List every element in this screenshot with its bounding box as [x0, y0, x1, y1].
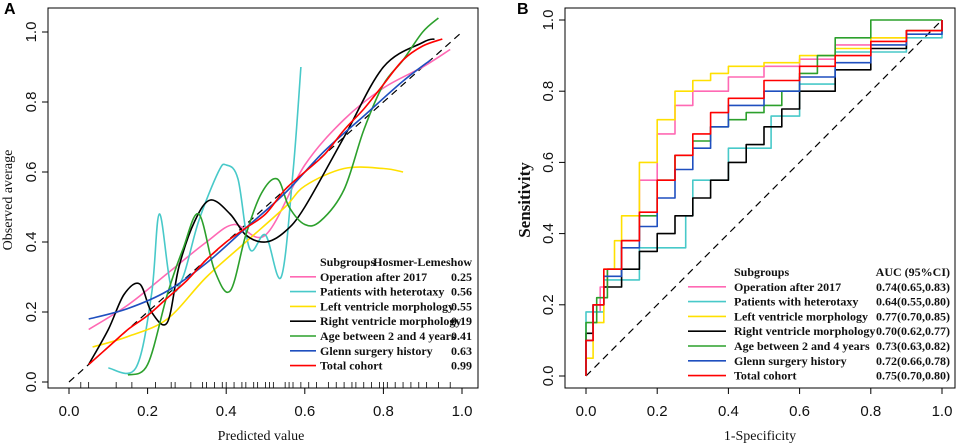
panel-b-frame	[564, 7, 956, 389]
legend-entry-label: Left ventricle morphology	[320, 299, 454, 313]
legend-entry-stat: 0.25	[451, 270, 472, 284]
x-tick-label: 0.8	[373, 403, 394, 420]
legend-entry-label: Patients with heterotaxy	[734, 295, 858, 309]
legend-entry-stat: 0.72(0.66,0.78)	[876, 354, 950, 368]
series-line-operation-after-2017	[585, 20, 943, 376]
legend-header-left: Subgroups	[320, 255, 375, 269]
y-tick-label: 0.2	[23, 302, 40, 323]
legend-entry-stat: 0.74(0.65,0.83)	[876, 280, 950, 294]
legend-entry-label: Left ventricle morphology	[734, 309, 868, 323]
legend-entry-label: Age between 2 and 4 years	[734, 339, 870, 353]
x-tick-label: 0.8	[860, 403, 881, 420]
legend-entry-stat: 0.77(0.70,0.85)	[876, 309, 950, 323]
legend-entry-label: Operation after 2017	[320, 270, 427, 284]
legend-entry-stat: 0.64(0.55,0.80)	[876, 295, 950, 309]
legend-entry-label: Right ventricle morphology	[734, 324, 875, 338]
legend-entry-label: Age between 2 and 4 years	[320, 329, 456, 343]
legend-entry-stat: 0.63	[451, 344, 472, 358]
x-tick-label: 1.0	[932, 403, 953, 420]
y-tick-label: 0.0	[540, 366, 557, 387]
panel-b-plot-area	[585, 19, 943, 377]
panel-a-y-axis-label: Observed average	[1, 150, 16, 251]
x-tick-label: 0.0	[576, 403, 597, 420]
legend-entry-label: Glenn surgery history	[734, 354, 847, 368]
series-line-glenn-surgery-history	[88, 59, 432, 320]
panel-a: A 0.0 0.2 0.4 0.6 0.8 1.0 0.0 0.2 0.4 0.6 0.8 1.0 S…	[1, 1, 479, 444]
panel-a-x-axis-label: Predicted value	[218, 429, 305, 444]
legend-entry-stat: 0.75(0.70,0.80)	[876, 369, 950, 383]
panel-a-letter: A	[4, 1, 16, 18]
panel-b-axes: 0.0 0.2 0.4 0.6 0.8 1.0 0.0 0.2 0.4 0.6 0.8 1.0	[540, 10, 952, 420]
y-tick-label: 0.4	[23, 232, 40, 253]
y-tick-label: 0.8	[540, 81, 557, 102]
series-line-patients-with-heterotaxy	[108, 66, 302, 375]
series-line-glenn-surgery-history	[585, 20, 943, 376]
legend-entry-label: Glenn surgery history	[320, 344, 433, 358]
x-tick-label: 0.0	[59, 403, 80, 420]
panel-a-plot-area	[68, 17, 463, 388]
legend-entry-stat: 0.73(0.63,0.82)	[876, 339, 950, 353]
y-tick-label: 0.6	[540, 152, 557, 173]
legend-header-right: Hosmer-Lemeshow	[373, 255, 472, 269]
reference-diagonal-line	[68, 31, 463, 383]
legend-entry-stat: 0.19	[451, 314, 472, 328]
legend-header-right: AUC (95%CI)	[876, 265, 950, 279]
y-tick-label: 0.2	[540, 294, 557, 315]
legend-entry-stat: 0.41	[451, 329, 472, 343]
legend-entry-label: Operation after 2017	[734, 280, 841, 294]
panel-b-legend: Subgroups AUC (95%CI) Operation after 2017…	[688, 265, 950, 383]
panel-b: B 0.0 0.2 0.4 0.6 0.8 1.0 0.0 0.2 0.4 0.6 0.8 1.0 S…	[515, 1, 956, 444]
y-tick-label: 0.4	[540, 223, 557, 244]
y-tick-label: 0.8	[23, 92, 40, 113]
legend-entry-label: Total cohort	[320, 359, 383, 373]
legend-entry-stat: 0.56	[451, 285, 472, 299]
panel-b-x-axis-label: 1-Specificity	[724, 429, 796, 444]
legend-entry-label: Total cohort	[734, 369, 797, 383]
panel-a-axes: 0.0 0.2 0.4 0.6 0.8 1.0 0.0 0.2 0.4 0.6 0.8 1.0	[23, 22, 472, 420]
legend-entry-label: Right ventricle morphology	[320, 314, 461, 328]
series-line-right-ventricle-morphology	[585, 20, 943, 376]
legend-entry-stat: 0.99	[451, 359, 472, 373]
y-tick-label: 0.6	[23, 162, 40, 183]
legend-entry-stat: 0.55	[451, 299, 472, 313]
y-tick-label: 1.0	[23, 22, 40, 43]
legend-header-left: Subgroups	[734, 265, 789, 279]
panel-b-y-axis-label: Sensitivity	[515, 162, 534, 238]
series-line-total-cohort	[585, 20, 943, 376]
series-line-left-ventricle-morphology	[92, 166, 404, 348]
legend-entry-label: Patients with heterotaxy	[320, 285, 444, 299]
x-tick-label: 0.6	[294, 403, 315, 420]
x-tick-label: 0.2	[137, 403, 158, 420]
series-line-right-ventricle-morphology	[87, 38, 435, 365]
x-tick-label: 0.2	[647, 403, 668, 420]
x-tick-label: 1.0	[452, 403, 473, 420]
y-tick-label: 1.0	[540, 10, 557, 31]
series-line-total-cohort	[88, 38, 443, 366]
x-tick-label: 0.6	[789, 403, 810, 420]
legend-entry-stat: 0.70(0.62,0.77)	[876, 324, 950, 338]
x-tick-label: 0.4	[216, 403, 237, 420]
y-tick-label: 0.0	[23, 372, 40, 393]
panel-a-frame	[47, 7, 479, 389]
x-tick-label: 0.4	[718, 403, 739, 420]
panel-b-letter: B	[517, 1, 529, 18]
